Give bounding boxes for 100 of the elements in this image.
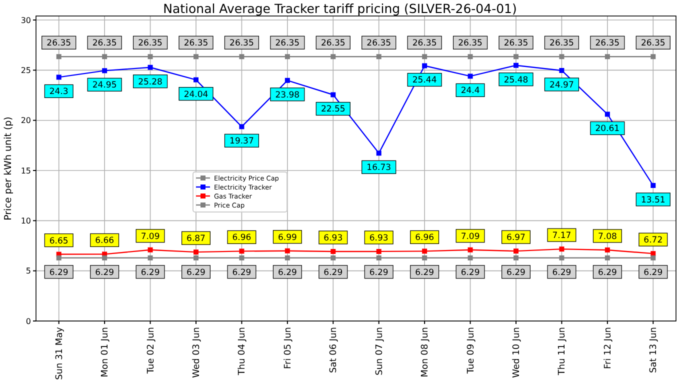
point <box>604 54 610 60</box>
data-label: 20.61 <box>595 124 620 134</box>
data-label: 6.66 <box>95 236 114 246</box>
point <box>559 54 564 60</box>
point <box>559 255 564 260</box>
data-label: 6.29 <box>644 268 663 278</box>
x-tick-label: Thu 04 Jun <box>238 327 248 376</box>
data-label: 26.35 <box>458 38 482 49</box>
data-label: 6.29 <box>232 268 252 278</box>
point <box>514 255 518 260</box>
point <box>330 248 336 254</box>
point <box>604 255 610 260</box>
data-label: 26.35 <box>366 38 392 49</box>
data-label: 26.35 <box>46 38 72 49</box>
data-label: 7.09 <box>140 232 160 242</box>
data-label: 26.35 <box>320 38 346 49</box>
data-label: 16.73 <box>366 163 392 174</box>
data-label: 26.35 <box>504 38 528 49</box>
y-tick-label: 30 <box>20 16 31 25</box>
point <box>330 255 336 260</box>
point <box>650 251 656 256</box>
point <box>422 63 428 68</box>
data-label: 6.29 <box>278 268 297 278</box>
point <box>330 92 336 98</box>
data-label: 24.4 <box>460 86 480 96</box>
point <box>376 54 382 60</box>
x-tick-label: Sun 07 Jun <box>374 327 385 376</box>
point <box>468 247 473 252</box>
point <box>376 255 382 260</box>
point <box>650 255 656 260</box>
x-tick-label: Mon 08 Jun <box>420 327 431 378</box>
point <box>422 255 428 260</box>
data-label: 7.09 <box>460 232 480 242</box>
y-tick-label: 25 <box>20 66 31 75</box>
point <box>284 78 290 83</box>
point <box>604 112 610 117</box>
point <box>239 54 244 60</box>
point <box>102 255 108 260</box>
data-label: 26.35 <box>92 38 117 49</box>
x-tick-label: Fri 12 Jun <box>603 327 614 369</box>
x-tick-label: Sat 13 Jun <box>649 327 660 373</box>
point <box>650 54 656 60</box>
point <box>468 74 473 79</box>
data-label: 6.97 <box>506 233 526 244</box>
point <box>194 255 198 260</box>
data-label: 6.29 <box>49 268 68 278</box>
point <box>468 54 473 60</box>
y-tick-label: 10 <box>20 216 31 226</box>
data-label: 24.3 <box>49 87 68 98</box>
x-tick-label: Wed 03 Jun <box>192 327 202 378</box>
data-label: 6.29 <box>460 268 480 278</box>
data-label: 24.95 <box>92 80 117 91</box>
data-label: 6.96 <box>415 233 434 244</box>
data-label: 6.93 <box>324 233 343 244</box>
point <box>239 124 244 130</box>
data-label: 22.55 <box>320 104 346 115</box>
point <box>284 54 290 60</box>
data-label: 6.65 <box>49 236 68 246</box>
point <box>148 54 153 60</box>
data-label: 6.93 <box>369 233 388 244</box>
x-tick-label: Fri 05 Jun <box>283 327 294 369</box>
point <box>148 64 153 70</box>
y-axis-title: Price per kWh unit (p) <box>3 116 14 220</box>
x-tick-label: Sat 06 Jun <box>329 327 340 373</box>
data-label: 6.29 <box>552 268 572 278</box>
y-tick-label: 0 <box>26 316 31 326</box>
point <box>56 255 62 260</box>
x-tick-label: Tue 09 Jun <box>466 327 476 375</box>
data-label: 26.35 <box>412 38 437 49</box>
data-label: 26.35 <box>138 38 162 49</box>
data-label: 6.29 <box>140 268 160 278</box>
y-tick-label: 20 <box>20 116 31 126</box>
point <box>239 248 244 254</box>
point <box>514 62 518 68</box>
data-label: 6.29 <box>95 268 114 278</box>
point <box>376 248 382 254</box>
point <box>330 54 336 60</box>
data-label: 7.17 <box>552 231 572 242</box>
point <box>559 246 564 252</box>
point <box>102 68 108 74</box>
point <box>194 77 198 82</box>
point <box>284 255 290 260</box>
x-tick-label: Wed 10 Jun <box>512 327 522 378</box>
data-label: 26.35 <box>595 38 620 49</box>
point <box>194 54 198 60</box>
point <box>468 255 473 260</box>
x-tick-label: Sun 31 May <box>54 326 65 380</box>
chart-title: National Average Tracker tariff pricing (SILVER-26-04-01) <box>163 1 517 16</box>
point <box>56 54 62 60</box>
data-label: 23.98 <box>275 90 300 100</box>
data-label: 6.99 <box>278 232 297 243</box>
point <box>56 74 62 80</box>
data-label: 26.35 <box>275 38 300 49</box>
data-label: 6.29 <box>415 268 434 278</box>
point <box>514 54 518 60</box>
data-label: 24.97 <box>550 80 574 90</box>
data-label: 6.29 <box>506 268 526 278</box>
point <box>422 248 428 254</box>
data-label: 26.35 <box>640 38 666 49</box>
point <box>422 54 428 60</box>
